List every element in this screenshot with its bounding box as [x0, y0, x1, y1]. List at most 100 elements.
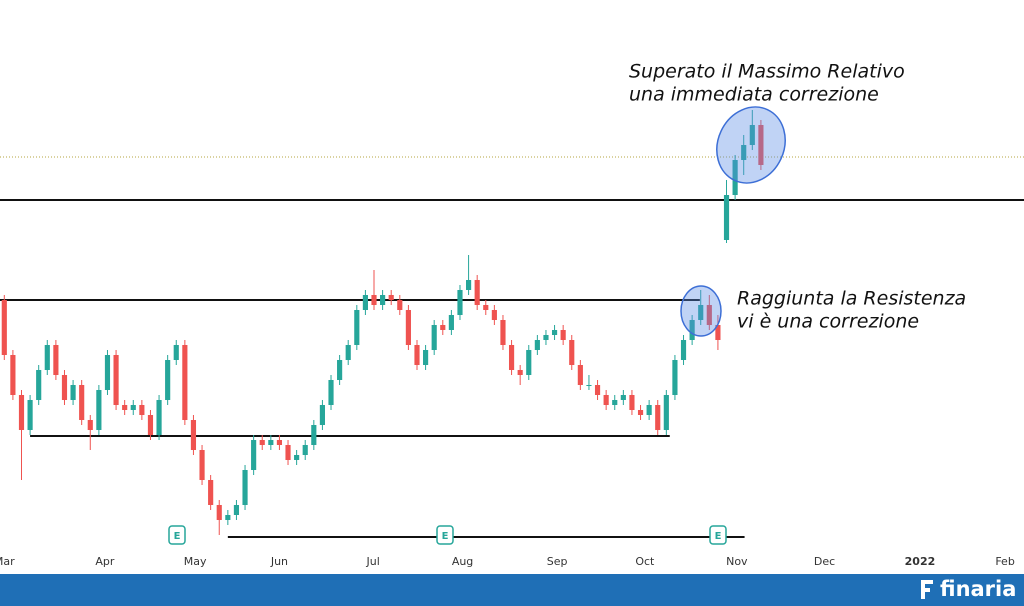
candle-body	[190, 420, 197, 450]
candle-body	[698, 305, 704, 320]
candle-body	[130, 405, 136, 410]
brand-name: finaria	[940, 577, 1016, 601]
candle-body	[594, 385, 601, 395]
candle-body	[534, 340, 540, 350]
candle-body	[10, 355, 16, 395]
marker-label: E	[174, 531, 181, 542]
highlight-ellipse	[680, 285, 722, 337]
candle-body	[302, 445, 308, 455]
candle-body	[508, 345, 515, 370]
candle-body	[612, 400, 618, 405]
candle-body	[466, 280, 472, 290]
candle-body	[629, 395, 635, 410]
logo-icon	[921, 588, 930, 592]
annotation: vi è una correzione	[737, 311, 919, 333]
x-tick-label: Aug	[452, 555, 473, 568]
candle-body	[53, 345, 59, 375]
earnings-marker[interactable]: E	[436, 525, 454, 545]
candle-body	[655, 405, 661, 430]
candle-body	[405, 310, 411, 345]
candle-body	[620, 395, 626, 400]
candle-body	[225, 515, 231, 520]
candle-body	[311, 425, 317, 445]
candle-body	[491, 310, 497, 320]
candle-body	[345, 345, 351, 360]
brand-logo: finaria	[921, 577, 1016, 601]
candle-body	[354, 310, 360, 345]
annotation: Raggiunta la Resistenza	[737, 288, 966, 310]
x-tick-label: Nov	[726, 555, 748, 568]
candle-body	[319, 405, 325, 425]
candle-body	[483, 305, 489, 310]
candle-body	[723, 195, 730, 240]
candle-body	[139, 405, 145, 415]
candle-body	[689, 320, 695, 340]
candle-body	[474, 280, 480, 305]
candle-body	[173, 345, 179, 360]
candle-body	[259, 440, 265, 445]
candle-body	[749, 125, 755, 145]
logo-icon	[921, 580, 933, 584]
candle-body	[517, 370, 523, 375]
candle-body	[560, 330, 566, 340]
candle-body	[251, 440, 257, 470]
candle-body	[457, 290, 463, 315]
candle-body	[732, 160, 738, 195]
candle-body	[70, 385, 76, 400]
candle-body	[431, 325, 437, 350]
annotation: una immediata correzione	[629, 84, 879, 106]
candle-body	[577, 365, 583, 385]
candle-body	[268, 440, 274, 445]
candle-body	[551, 330, 558, 335]
candle-body	[603, 395, 609, 405]
earnings-marker[interactable]: E	[709, 525, 727, 545]
candle-body	[294, 455, 300, 460]
candle-body	[27, 400, 33, 430]
candle-body	[61, 375, 68, 400]
candle-body	[448, 315, 454, 330]
candle-body	[216, 505, 222, 520]
candle-body	[758, 125, 764, 165]
marker-box	[436, 525, 454, 545]
marker-box	[709, 525, 727, 545]
candle-body	[362, 295, 368, 310]
candle-body	[715, 325, 721, 340]
candle-body	[337, 360, 343, 380]
candle-body	[380, 295, 386, 305]
x-tick-label: 2022	[905, 555, 936, 568]
x-tick-label: Dec	[814, 555, 835, 568]
candle-body	[122, 405, 128, 410]
x-tick-label: Feb	[995, 555, 1014, 568]
candle-body	[371, 295, 377, 305]
x-tick-label: Mar	[0, 555, 15, 568]
candle-body	[156, 400, 162, 435]
highlight-ellipse	[716, 106, 786, 184]
candle-body	[526, 350, 532, 375]
candle-body	[543, 335, 549, 340]
candle-body	[199, 450, 205, 480]
candle-body	[113, 355, 119, 405]
marker-label: E	[442, 531, 449, 542]
candle-body	[500, 320, 506, 345]
candle-body	[36, 370, 42, 400]
candle-body	[637, 410, 644, 415]
candle-body	[569, 340, 575, 365]
candle-body	[414, 345, 420, 365]
x-tick-label: Apr	[95, 555, 115, 568]
marker-box	[168, 525, 186, 545]
candle-body	[44, 345, 50, 370]
candle-body	[672, 360, 678, 395]
candle-body	[397, 300, 403, 310]
plot-area: Mar Apr May Jun Jul Aug Sep Oct Nov Dec 2022 Feb	[0, 110, 1024, 568]
x-tick-label: Sep	[547, 555, 568, 568]
candle-body	[706, 305, 712, 325]
candle-body	[328, 380, 334, 405]
candle-body	[87, 420, 93, 430]
footer-bar	[0, 574, 1024, 606]
candle-body	[276, 440, 283, 445]
candle-body	[741, 145, 747, 160]
earnings-marker[interactable]: E	[168, 525, 186, 545]
x-tick-label: Jun	[270, 555, 288, 568]
